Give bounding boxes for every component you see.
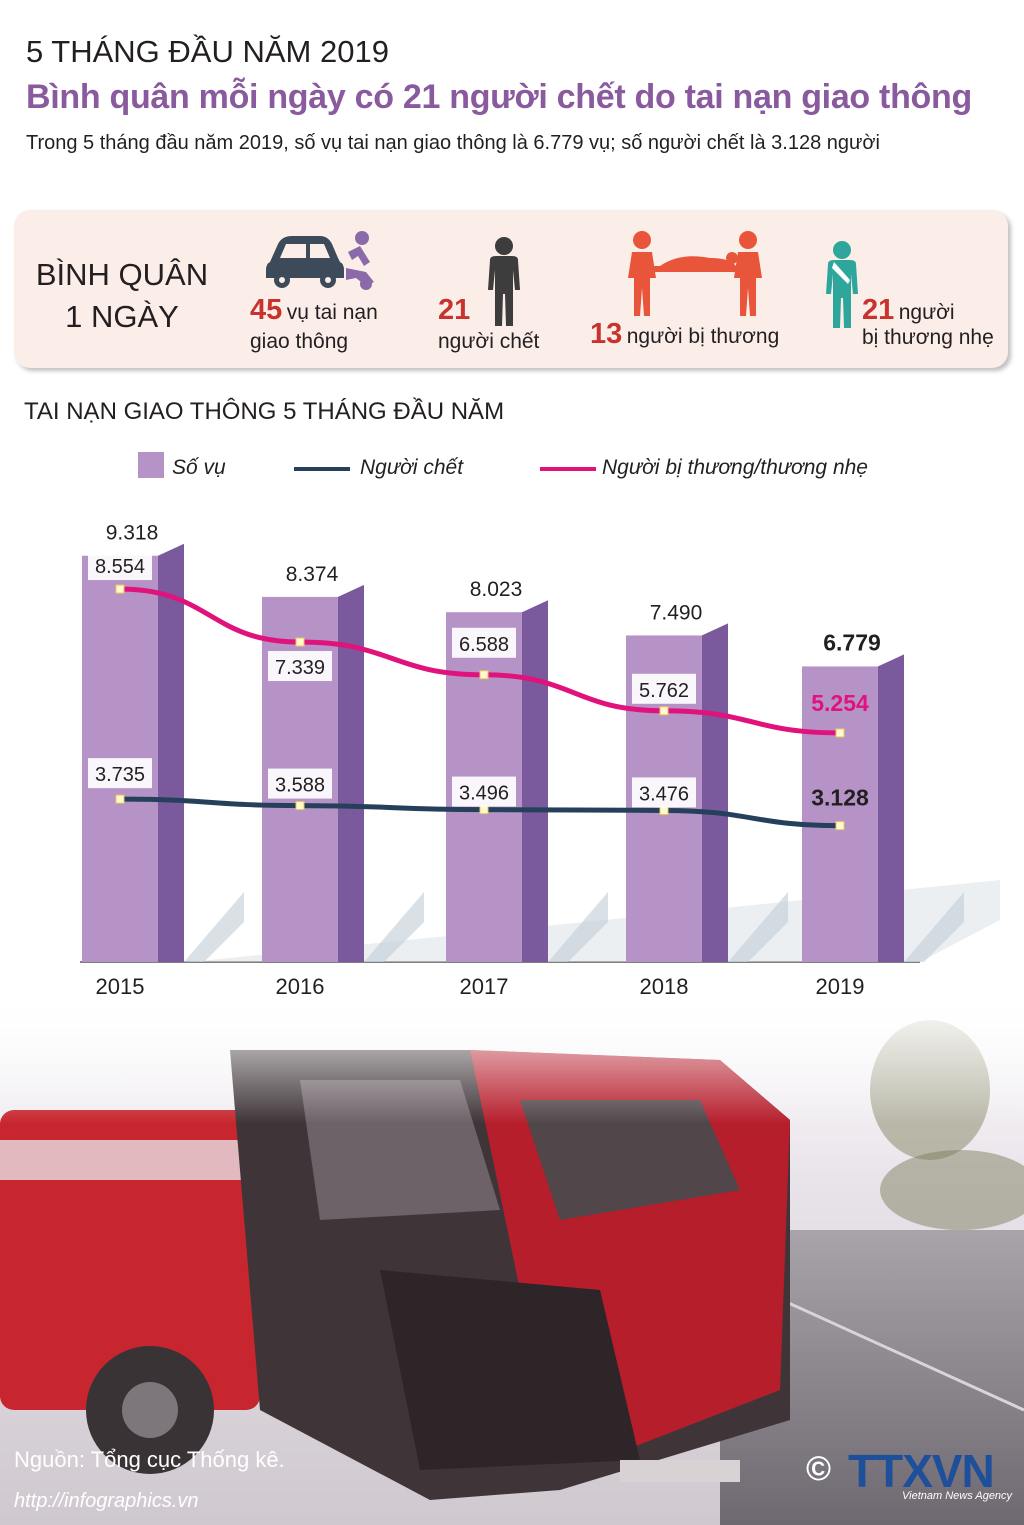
legend-label-injured: Người bị thương/thương nhẹ bbox=[602, 456, 868, 479]
source-text: Nguồn: Tổng cục Thống kê. bbox=[14, 1447, 285, 1472]
line-point bbox=[659, 706, 669, 716]
kicker-title: 5 THÁNG ĐẦU NĂM 2019 bbox=[26, 34, 389, 69]
bar-side bbox=[702, 623, 728, 962]
line-value-label: 3.588 bbox=[275, 775, 325, 797]
daily-label-line1: BÌNH QUÂN bbox=[35, 257, 209, 292]
line-point bbox=[295, 801, 305, 811]
stat-injured: 13 người bị thương bbox=[590, 318, 779, 351]
stat-accidents-text-a: vụ tai nạn bbox=[286, 301, 378, 324]
person-icon bbox=[488, 237, 520, 326]
legend-swatch-deaths bbox=[294, 467, 350, 471]
stat-injured-number: 13 bbox=[590, 318, 623, 350]
line-point bbox=[479, 670, 489, 680]
bar-cases bbox=[802, 666, 878, 962]
car-crash-icon bbox=[266, 231, 374, 290]
bar-shadow bbox=[728, 892, 788, 962]
data-label-box bbox=[452, 627, 516, 658]
bar-shadow bbox=[364, 892, 424, 962]
line-value-label: 3.128 bbox=[811, 785, 869, 811]
ttxvn-logo: TTXVN bbox=[848, 1445, 995, 1497]
stat-injured-text: người bị thương bbox=[626, 325, 780, 348]
bar-side bbox=[158, 543, 184, 962]
bar-side bbox=[522, 600, 548, 962]
line-value-label: 3.496 bbox=[459, 783, 509, 805]
line-value-label: 7.339 bbox=[275, 657, 325, 679]
x-tick-label: 2018 bbox=[640, 974, 689, 999]
data-label-box bbox=[452, 776, 516, 807]
stat-accidents-text-b: giao thông bbox=[250, 330, 349, 353]
bar-value-label: 9.318 bbox=[106, 522, 159, 545]
bar-side bbox=[878, 654, 904, 962]
bar-shadow bbox=[904, 892, 964, 962]
line-value-label: 8.554 bbox=[95, 556, 145, 578]
accident-chart: 9.318 2015 8.374 2016 8.023 2017 7.490 2018 6.77… bbox=[80, 522, 1000, 999]
stat-deaths-text: người chết bbox=[438, 330, 540, 353]
bar-side bbox=[338, 584, 364, 962]
source-url[interactable]: http://infographics.vn bbox=[14, 1490, 199, 1512]
line-point bbox=[835, 821, 845, 831]
data-label-box bbox=[88, 758, 152, 789]
stat-light-injured-text-a: người bbox=[898, 301, 955, 324]
x-tick-label: 2015 bbox=[96, 974, 145, 999]
x-tick-label: 2017 bbox=[460, 974, 509, 999]
line-value-label: 5.254 bbox=[811, 690, 869, 716]
line-point bbox=[835, 728, 845, 738]
bar-value-label: 8.023 bbox=[470, 578, 523, 601]
stat-light-injured-text-b: bị thương nhẹ bbox=[862, 326, 994, 349]
daily-average-label: BÌNH QUÂN 1 NGÀY bbox=[32, 254, 212, 338]
stat-accidents: 45 vụ tai nạn bbox=[250, 294, 378, 327]
headline: Bình quân mỗi ngày có 21 người chết do t… bbox=[26, 78, 972, 116]
line-value-label: 6.588 bbox=[459, 634, 509, 656]
ttxvn-subtitle: Vietnam News Agency bbox=[902, 1490, 1013, 1502]
sling-arm-icon bbox=[826, 241, 858, 328]
lines-layer bbox=[115, 584, 845, 831]
data-label-box bbox=[632, 673, 696, 704]
data-label-box bbox=[268, 651, 332, 682]
bar-shadow bbox=[184, 892, 244, 962]
legend-swatch-injured bbox=[540, 467, 596, 471]
stat-accidents-number: 45 bbox=[250, 294, 283, 326]
chart-title: TAI NẠN GIAO THÔNG 5 THÁNG ĐẦU NĂM bbox=[24, 398, 505, 425]
line-point bbox=[115, 794, 125, 804]
line-point bbox=[115, 584, 125, 594]
bar-value-label: 6.779 bbox=[823, 629, 881, 655]
labels-layer: 9.318 2015 8.374 2016 8.023 2017 7.490 2018 6.77… bbox=[88, 522, 881, 999]
stat-light-injured: 21 người bbox=[862, 294, 955, 327]
legend-swatch-cases bbox=[138, 452, 164, 478]
bar-value-label: 7.490 bbox=[650, 601, 703, 624]
data-label-box bbox=[88, 550, 152, 581]
intro-text: Trong 5 tháng đầu năm 2019, số vụ tai nạ… bbox=[26, 132, 880, 154]
daily-label-line2: 1 NGÀY bbox=[65, 299, 179, 334]
stretcher-icon bbox=[628, 231, 762, 316]
bars-layer bbox=[80, 543, 1000, 963]
bar-value-label: 8.374 bbox=[286, 563, 339, 586]
bar-shadow bbox=[548, 892, 608, 962]
data-label-box bbox=[632, 777, 696, 808]
line-point bbox=[659, 805, 669, 815]
stat-light-injured-number: 21 bbox=[862, 294, 895, 326]
x-tick-label: 2016 bbox=[276, 974, 325, 999]
legend-label-deaths: Người chết bbox=[360, 456, 464, 479]
line-point bbox=[479, 805, 489, 815]
copyright-symbol: © bbox=[806, 1450, 832, 1488]
data-label-box bbox=[268, 768, 332, 799]
line-value-label: 3.476 bbox=[639, 783, 689, 805]
line-value-label: 3.735 bbox=[95, 764, 145, 786]
line-point bbox=[295, 637, 305, 647]
crash-photo bbox=[0, 990, 1024, 1525]
x-tick-label: 2019 bbox=[816, 974, 865, 999]
legend-label-cases: Số vụ bbox=[172, 456, 226, 479]
line-value-label: 5.762 bbox=[639, 680, 689, 702]
stat-deaths-number: 21 bbox=[438, 294, 471, 326]
